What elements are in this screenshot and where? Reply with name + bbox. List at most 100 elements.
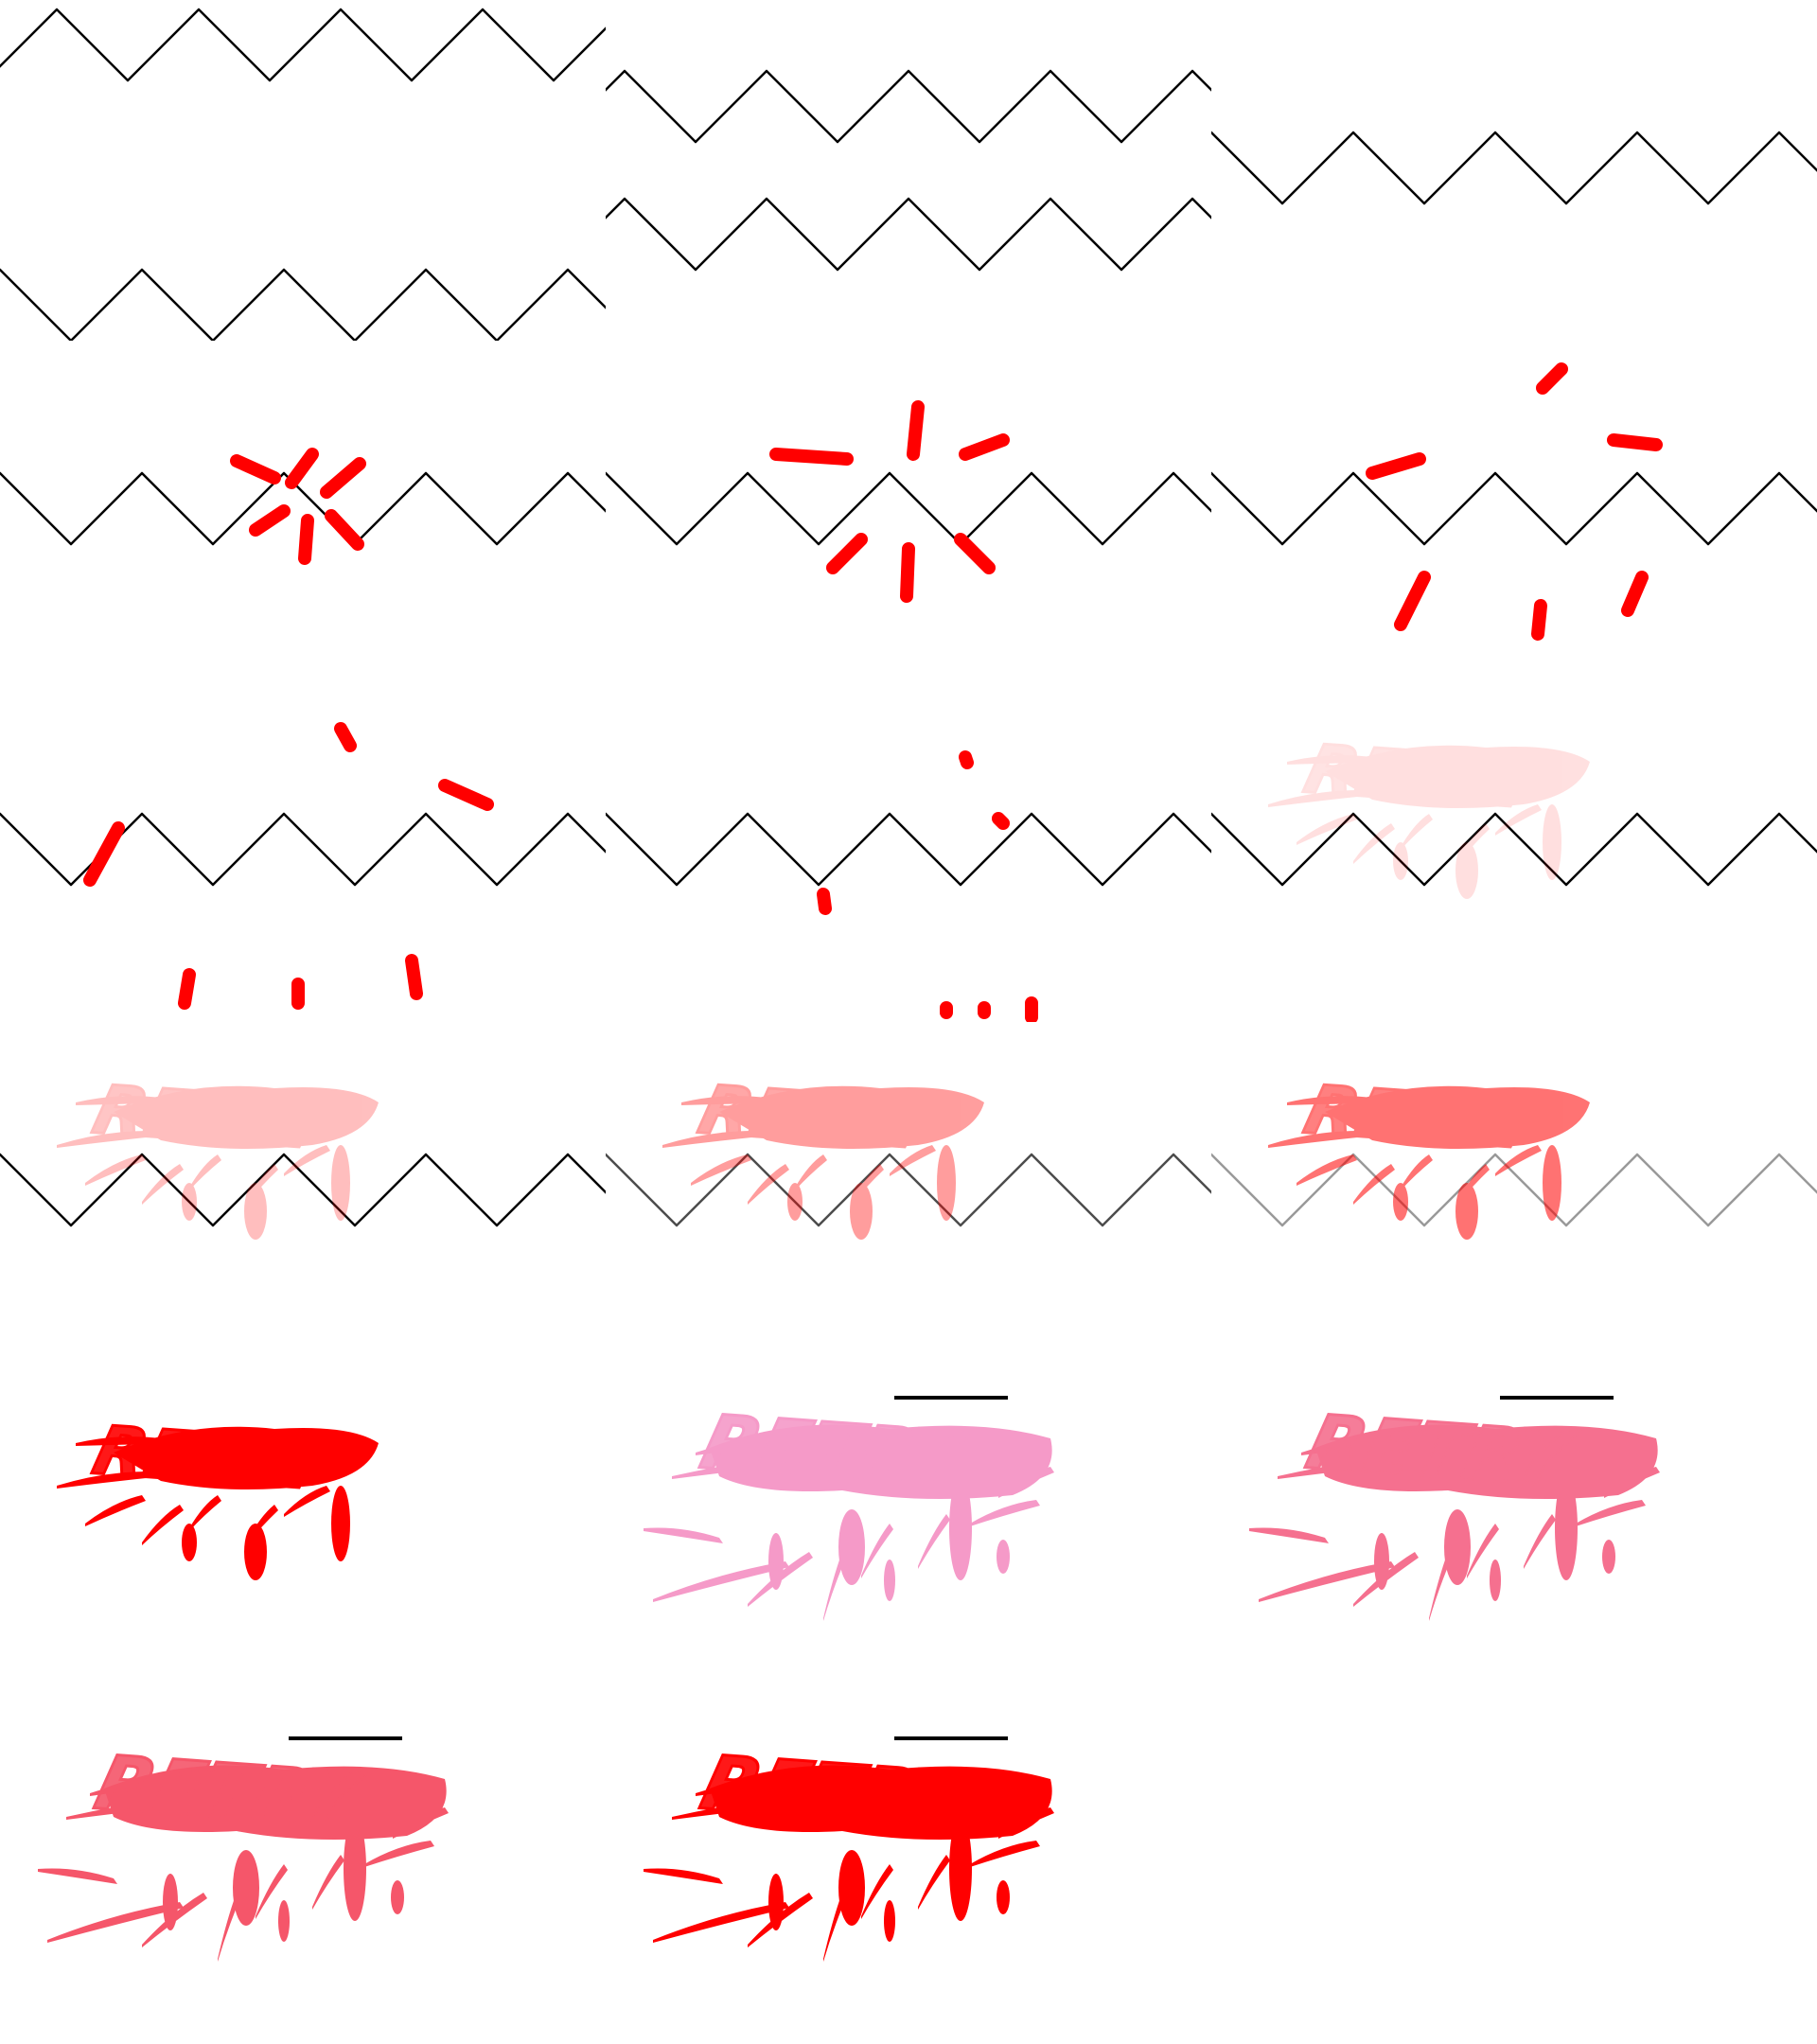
splatter-drip xyxy=(838,1850,865,1926)
blood-spark xyxy=(334,722,357,752)
splatter-drip xyxy=(1393,1183,1408,1221)
blood-spark xyxy=(405,954,423,1000)
splatter-shard xyxy=(256,1864,288,1919)
blood-spark xyxy=(959,433,1010,461)
splatter-blob xyxy=(710,1424,1052,1499)
splatter-shard xyxy=(852,1164,884,1205)
zigzag-wave-line xyxy=(606,197,1211,272)
splatter-shard xyxy=(1401,1154,1433,1190)
zigzag-wave-line xyxy=(0,812,606,887)
animation-frame-4 xyxy=(0,341,606,681)
splatter-shard xyxy=(1576,1500,1646,1526)
splatter-blob xyxy=(114,1085,379,1149)
blood-spark xyxy=(907,400,925,461)
splatter-drip xyxy=(344,1817,366,1921)
splatter-drip xyxy=(1393,842,1408,880)
retry-title-fill: RETRY xyxy=(88,1739,373,1844)
retry-title: RETRY xyxy=(694,1399,979,1504)
splatter-shard xyxy=(644,1868,723,1884)
animation-frame-17: RETRY RETRY xyxy=(606,1703,1211,2044)
zigzag-wave-line xyxy=(606,812,1211,887)
splatter-drip xyxy=(391,1880,404,1914)
splatter-shard xyxy=(970,1500,1040,1526)
splatter-shard xyxy=(823,1893,846,1962)
retry-title-fill: RETRY xyxy=(86,1412,343,1506)
splatter-drip xyxy=(949,1817,972,1921)
splatter-drip xyxy=(1543,804,1561,880)
splatter-blob xyxy=(719,1085,984,1149)
logo-underline-bar xyxy=(1500,1396,1614,1400)
retry-title-fill: RETRY xyxy=(1299,1399,1584,1504)
splatter-shard xyxy=(189,1495,221,1531)
splatter-shard xyxy=(644,1527,723,1543)
retry-title-fill: RETRY xyxy=(1297,731,1554,824)
splatter-shard xyxy=(1353,823,1395,864)
splatter-drip xyxy=(331,1486,350,1561)
blood-spark xyxy=(992,812,1010,830)
animation-frame-7 xyxy=(0,681,606,1022)
zigzag-wave-line xyxy=(1211,131,1817,205)
retry-title: RETRY xyxy=(1297,1071,1554,1165)
splatter-blob xyxy=(1315,1424,1658,1499)
splatter-drip xyxy=(949,1476,972,1580)
splatter-drip xyxy=(1455,842,1478,899)
animation-frame-2 xyxy=(606,0,1211,341)
logo-underline-bar xyxy=(894,1396,1008,1400)
retry-title-fill: RETRY xyxy=(692,1071,948,1165)
blood-spark xyxy=(83,821,125,887)
zigzag-wave-line xyxy=(1211,471,1817,546)
animation-frame-1 xyxy=(0,0,606,341)
blood-spark xyxy=(900,542,915,603)
splatter-drip xyxy=(331,1145,350,1221)
splatter-shard xyxy=(1287,755,1376,765)
zigzag-wave-line xyxy=(0,471,606,546)
retry-title: RETRY xyxy=(86,1071,343,1165)
splatter-drip xyxy=(1455,1183,1478,1240)
splatter-shard xyxy=(47,1902,184,1943)
zigzag-wave-line xyxy=(0,8,606,82)
splatter-drip xyxy=(768,1874,784,1930)
blood-spark xyxy=(826,533,868,574)
splatter-shard xyxy=(76,1096,165,1105)
blood-spark xyxy=(817,888,832,915)
blood-spark xyxy=(230,454,281,485)
logo-underline-bar xyxy=(894,1736,1008,1740)
splatter-shard xyxy=(1457,823,1490,864)
splatter-shard xyxy=(246,1164,278,1205)
splatter-shard xyxy=(918,1514,950,1569)
splatter-drip xyxy=(163,1874,178,1930)
retry-title: RETRY xyxy=(1299,1399,1584,1504)
splatter-shard xyxy=(85,1495,146,1526)
splatter-shard xyxy=(57,1130,155,1148)
animation-frame-10: RETRY RETRY xyxy=(0,1022,606,1363)
splatter-shard xyxy=(691,1154,751,1186)
blood-spark xyxy=(249,504,291,537)
retry-title-fill: RETRY xyxy=(1297,1071,1554,1165)
blood-spark xyxy=(959,750,974,769)
splatter-drip xyxy=(182,1183,197,1221)
splatter-shard xyxy=(1467,1524,1499,1578)
blood-spark xyxy=(178,968,196,1010)
splatter-drip xyxy=(182,1524,197,1561)
blood-spark xyxy=(1531,599,1547,641)
splatter-shard xyxy=(1268,1130,1367,1148)
blood-spark xyxy=(769,448,854,466)
splatter-shard xyxy=(1401,814,1433,850)
splatter-drip xyxy=(850,1183,873,1240)
animation-frame-12: RETRY RETRY xyxy=(1211,1022,1817,1363)
animation-frame-9: RETRY RETRY xyxy=(1211,681,1817,1022)
blood-spark xyxy=(954,533,996,574)
splatter-shard xyxy=(890,1145,936,1176)
zigzag-wave-line xyxy=(0,1153,606,1227)
splatter-drip xyxy=(937,1145,956,1221)
animation-frame-16: RETRY RETRY xyxy=(0,1703,606,2044)
splatter-shard xyxy=(38,1868,117,1884)
splatter-blob xyxy=(1325,745,1590,808)
retry-title-fill: RETRY xyxy=(86,1071,343,1165)
splatter-blob xyxy=(710,1765,1052,1840)
